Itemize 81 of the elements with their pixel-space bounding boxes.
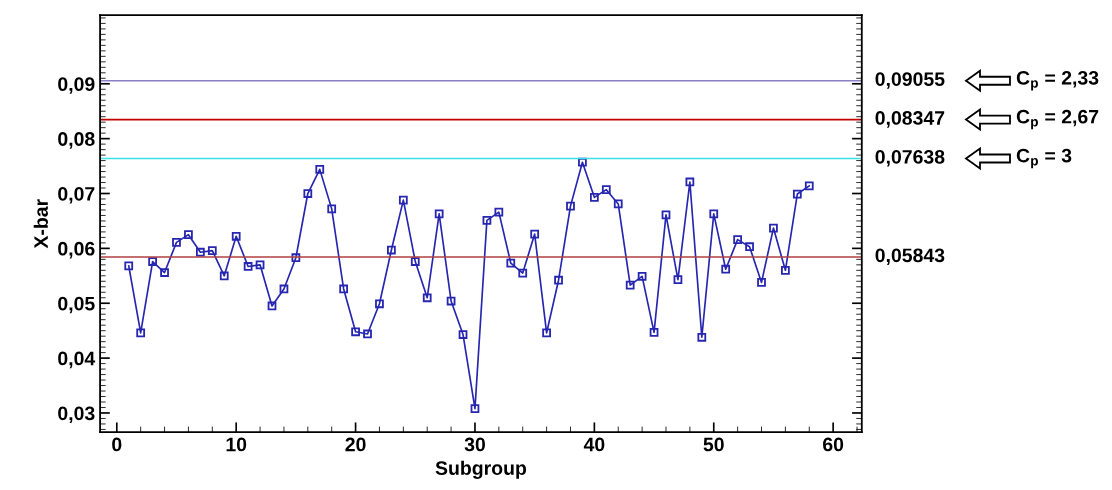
point: [589, 192, 599, 202]
x-tick-label: 20: [345, 437, 366, 452]
point: [207, 246, 217, 255]
point: [351, 327, 360, 337]
y-tick-label: 0,07: [58, 186, 95, 204]
y-axis-title: X-bar: [33, 199, 48, 249]
point: [160, 268, 169, 277]
y-tick-label: 0,06: [58, 241, 95, 259]
point: [769, 223, 778, 233]
point: [303, 189, 313, 198]
point: [279, 284, 289, 294]
point: [184, 230, 193, 240]
point: [375, 299, 384, 309]
x-tick-label: 30: [464, 437, 485, 452]
x-tick-label: 60: [823, 437, 844, 452]
point: [291, 253, 301, 263]
point: [387, 245, 396, 255]
y-tick-label: 0,08: [58, 132, 95, 149]
y-tick-label: 0,03: [58, 406, 95, 424]
point: [697, 332, 707, 342]
text: C$_{p}$ = 2,67: [1016, 109, 1099, 130]
point: [530, 229, 540, 239]
x-tick-label: 50: [703, 437, 724, 452]
point: [625, 280, 635, 290]
point: [792, 189, 802, 199]
y-tick-label: 0,09: [58, 77, 95, 94]
ref-line-label: 0,08347: [875, 111, 945, 128]
point: [410, 257, 420, 266]
point: [685, 177, 695, 187]
point: [494, 207, 504, 217]
point: [673, 275, 683, 285]
text: C$_{p}$ = 2,33: [1016, 70, 1099, 91]
point: [649, 327, 659, 337]
point: [506, 258, 516, 268]
point: [148, 257, 157, 266]
point: [255, 260, 265, 270]
point: [733, 235, 743, 244]
point: [339, 284, 349, 294]
point: [195, 247, 205, 257]
ref-line-label: 0,09055: [875, 72, 945, 89]
text: C$_{p}$ = 3: [1016, 148, 1072, 169]
point: [470, 404, 480, 413]
point: [243, 262, 253, 271]
point: [781, 265, 790, 275]
point: [578, 157, 587, 167]
point: [757, 278, 766, 287]
x-tick-label: 40: [583, 437, 605, 452]
x-tick-label: 0: [112, 437, 122, 452]
x-axis-title: Subgroup: [435, 460, 527, 479]
point: [434, 209, 444, 219]
point: [542, 328, 551, 338]
point: [613, 199, 623, 209]
x-tick-label: 10: [226, 437, 247, 452]
point: [315, 164, 325, 174]
point: [709, 209, 719, 219]
point: [231, 231, 241, 241]
point: [458, 330, 468, 339]
point: [518, 268, 528, 278]
point: [566, 201, 575, 211]
point: [136, 328, 146, 338]
point: [554, 275, 563, 285]
point: [363, 329, 372, 339]
point: [482, 216, 492, 225]
point: [172, 237, 181, 247]
point: [637, 271, 647, 281]
y-tick-label: 0,05: [58, 296, 95, 314]
point: [124, 261, 134, 271]
y-tick-label: 0,04: [58, 351, 96, 369]
point: [398, 195, 408, 205]
point: [267, 301, 277, 311]
point: [422, 293, 432, 303]
ref-line-label: 0,05843: [875, 248, 945, 266]
point: [721, 264, 731, 274]
point: [601, 185, 611, 195]
point: [446, 296, 456, 306]
point: [745, 242, 754, 252]
point: [219, 271, 229, 281]
point: [661, 210, 671, 220]
point: [804, 181, 814, 191]
ref-line-label: 0,07638: [875, 149, 945, 167]
point: [327, 204, 337, 214]
